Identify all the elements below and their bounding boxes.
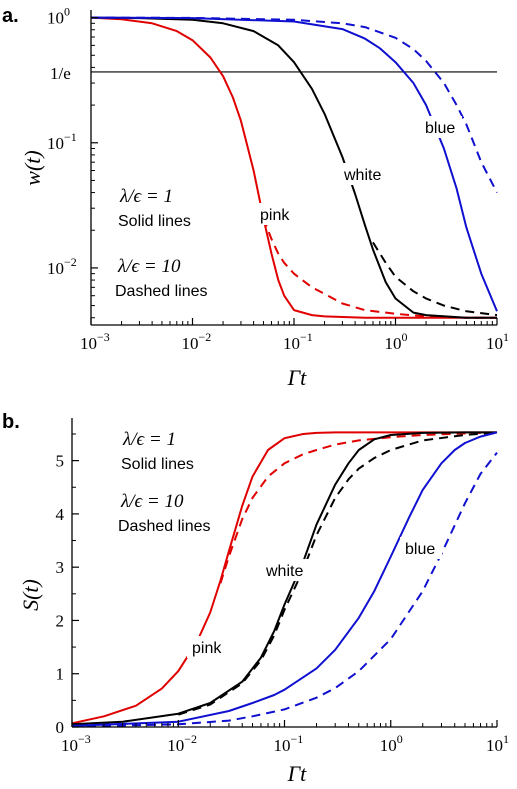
y-tick-label-b: 3 — [56, 558, 65, 577]
x-tick-label-b: 10−3 — [61, 732, 91, 755]
panel-b-series-labels: pink white blue — [187, 537, 442, 658]
x-tick-label-b: 101 — [486, 732, 509, 755]
pink-label-bg — [255, 203, 293, 225]
x-tick-label-a: 10−1 — [283, 330, 313, 353]
pink-label-a: pink — [260, 207, 290, 224]
y-tick-label-b: 5 — [56, 452, 65, 471]
blue-label-b: blue — [405, 541, 435, 558]
legend-b-solid-math: λ/ϵ = 1 — [122, 429, 176, 450]
series-blue-solid-b — [71, 431, 498, 727]
white-label-a: white — [343, 167, 381, 184]
legend-a-dashed-text: Dashed lines — [115, 283, 208, 300]
y-tick-label-b: 0 — [56, 718, 65, 737]
pink-label-bg-b — [187, 636, 225, 658]
white-label-bg — [340, 163, 392, 185]
x-tick-label-a: 100 — [385, 330, 408, 353]
x-tick-label-a: 10−2 — [182, 330, 212, 353]
series-white-solid-a — [90, 16, 497, 319]
series-pink-dashed-a — [262, 217, 497, 319]
series-blue-dashed-a — [90, 16, 498, 194]
legend-a-dashed-math: λ/ϵ = 10 — [117, 256, 181, 277]
blue-label-bg-b — [400, 537, 442, 559]
series-white-dashed-a — [372, 241, 498, 317]
panel-b: b. pink white blue 10−3 10−2 10−1 100 101012… — [2, 411, 509, 786]
panel-b-series — [71, 431, 498, 728]
panel-a-xlabel: Γt — [287, 365, 308, 390]
x-tick-label-b: 10−1 — [274, 732, 304, 755]
y-tick-label-b: 2 — [56, 611, 65, 630]
white-label-bg-b — [262, 559, 318, 581]
series-pink-solid-b — [71, 431, 497, 725]
panel-a-ylabel: w(t) — [20, 150, 45, 185]
x-tick-label-a: 10−3 — [80, 330, 110, 353]
x-tick-label-a: 101 — [486, 330, 509, 353]
x-tick-label-b: 10−2 — [167, 732, 197, 755]
y-tick-label-b: 1 — [56, 665, 65, 684]
y-tick-label-a: 100 — [47, 5, 70, 28]
blue-label-a: blue — [425, 120, 455, 137]
legend-b-dashed-text: Dashed lines — [118, 518, 211, 535]
series-pink-solid-a — [90, 16, 497, 319]
panel-a-label: a. — [2, 5, 19, 27]
blue-label-bg — [420, 116, 462, 138]
panel-b-xlabel: Γt — [287, 761, 308, 786]
y-tick-label-a: 10−2 — [47, 255, 77, 278]
y-tick-label-b: 4 — [56, 505, 65, 524]
y-tick-label-a: 10−1 — [47, 130, 77, 153]
panel-a-series — [90, 16, 498, 319]
white-label-b: white — [265, 563, 303, 580]
panel-a-axes: 10−3 10−2 10−1 100 101 10−2 10−1 100 — [47, 5, 509, 353]
x-tick-label-b: 100 — [380, 732, 403, 755]
series-blue-solid-a — [90, 16, 498, 312]
pink-label-b: pink — [192, 640, 222, 657]
series-pink-dashed-b — [219, 431, 498, 584]
legend-b-dashed-math: λ/ϵ = 10 — [120, 491, 184, 512]
legend-b-solid-text: Solid lines — [121, 456, 194, 473]
legend-a-solid-math: λ/ϵ = 1 — [119, 186, 173, 207]
panel-a-series-labels: pink white blue — [255, 116, 462, 225]
legend-a-solid-text: Solid lines — [118, 213, 191, 230]
series-white-dashed-b — [177, 431, 498, 716]
panel-a: a. pink white blue 10−3 10−2 10−1 100 10110−… — [2, 5, 509, 390]
series-white-solid-b — [71, 431, 497, 726]
panel-b-label: b. — [2, 411, 20, 433]
panel-b-ylabel: S(t) — [18, 579, 43, 611]
e-line-label: 1/e — [50, 64, 71, 83]
